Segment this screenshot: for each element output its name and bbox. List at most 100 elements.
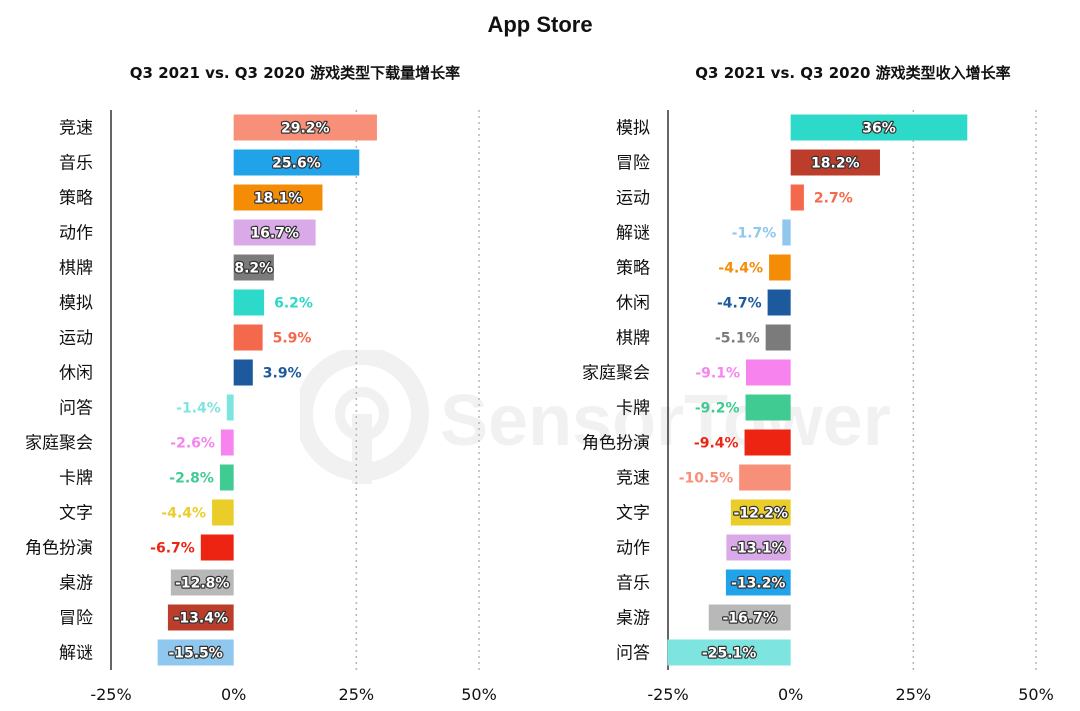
bar [745, 394, 791, 421]
bar [233, 149, 360, 176]
data-label: -13.1% [731, 541, 785, 557]
category-label: 竞速 [59, 119, 93, 139]
data-label: -9.2% [695, 401, 740, 417]
data-label: -4.4% [718, 261, 763, 277]
bar [212, 499, 234, 526]
data-label: 2.7% [814, 191, 853, 207]
category-label: 角色扮演 [582, 434, 650, 454]
bar [667, 639, 791, 666]
chart-title: Q3 2021 vs. Q3 2020 游戏类型下载量增长率 [130, 64, 460, 82]
bar [233, 359, 253, 386]
data-label: -13.2% [731, 576, 785, 592]
data-label: -4.7% [717, 296, 762, 312]
bar [226, 394, 234, 421]
category-label: 文字 [59, 504, 93, 524]
bar [157, 639, 234, 666]
chart-downloads-growth: Q3 2021 vs. Q3 2020 游戏类型下载量增长率 -25% 0% 25% 5… [25, 64, 497, 704]
category-label: 冒险 [616, 154, 650, 174]
data-label: 29.2% [281, 121, 330, 137]
data-label: 16.7% [250, 226, 299, 242]
category-label: 策略 [59, 189, 93, 209]
bar [767, 289, 791, 316]
category-label: 解谜 [616, 224, 650, 244]
data-label: -9.1% [695, 366, 740, 382]
category-label: 桌游 [59, 574, 93, 594]
data-label: 18.2% [811, 156, 860, 172]
bar [167, 604, 234, 631]
category-label: 桌游 [616, 609, 650, 629]
x-tick-label: 25% [896, 685, 932, 704]
category-label: 家庭聚会 [25, 434, 93, 454]
category-label: 问答 [616, 644, 650, 664]
bar [790, 149, 880, 176]
category-label: 模拟 [59, 294, 93, 314]
category-label: 问答 [59, 399, 93, 419]
data-label: -16.7% [723, 611, 777, 627]
data-label: -6.7% [150, 541, 195, 557]
category-label: 文字 [616, 504, 650, 524]
bar [746, 359, 791, 386]
category-label: 动作 [59, 224, 93, 244]
category-label: 运动 [59, 329, 93, 349]
data-label: 36% [862, 121, 896, 137]
data-label: -12.2% [734, 506, 788, 522]
category-label: 棋牌 [616, 329, 650, 349]
data-label: -5.1% [715, 331, 760, 347]
x-tick-label: 25% [339, 685, 375, 704]
bar [730, 499, 791, 526]
x-tick-label: 0% [778, 685, 803, 704]
bar [170, 569, 234, 596]
data-label: -15.5% [168, 646, 222, 662]
bar [739, 464, 791, 491]
bar [233, 289, 265, 316]
data-label: -25.1% [702, 646, 756, 662]
x-tick-label: 50% [1018, 685, 1054, 704]
category-label: 卡牌 [59, 469, 93, 489]
data-label: -1.4% [176, 401, 221, 417]
category-label: 棋牌 [59, 259, 93, 279]
bar [726, 534, 791, 561]
x-tick-label: 0% [221, 685, 246, 704]
category-label: 音乐 [616, 574, 650, 594]
data-label: -9.4% [694, 436, 739, 452]
category-label: 休闲 [59, 364, 93, 384]
bar [220, 429, 234, 456]
data-label: 3.9% [263, 366, 302, 382]
bar [769, 254, 791, 281]
data-label: -4.4% [161, 506, 206, 522]
data-label: -2.6% [170, 436, 215, 452]
bar [744, 429, 791, 456]
bar [233, 184, 323, 211]
category-label: 休闲 [616, 294, 650, 314]
bar [233, 254, 274, 281]
bar [725, 569, 791, 596]
category-label: 运动 [616, 189, 650, 209]
data-label: 18.1% [254, 191, 303, 207]
category-label: 竞速 [616, 469, 650, 489]
category-label: 角色扮演 [25, 539, 93, 559]
bar [708, 604, 791, 631]
data-label: 25.6% [272, 156, 321, 172]
bar [219, 464, 234, 491]
x-tick-label: -25% [647, 685, 688, 704]
data-label: -2.8% [169, 471, 214, 487]
category-label: 冒险 [59, 609, 93, 629]
data-label: -1.7% [732, 226, 777, 242]
data-label: 5.9% [273, 331, 312, 347]
page-title: App Store [487, 12, 593, 37]
bar [765, 324, 791, 351]
category-label: 动作 [616, 539, 650, 559]
bar [233, 219, 316, 246]
bar [782, 219, 791, 246]
bar [233, 324, 263, 351]
bar [790, 114, 968, 141]
category-label: 解谜 [59, 644, 93, 664]
category-label: 模拟 [616, 119, 650, 139]
category-label: 音乐 [59, 154, 93, 174]
data-label: -10.5% [679, 471, 733, 487]
category-label: 卡牌 [616, 399, 650, 419]
category-label: 策略 [616, 259, 650, 279]
data-label: 6.2% [274, 296, 313, 312]
x-tick-label: 50% [461, 685, 497, 704]
data-label: -13.4% [174, 611, 228, 627]
